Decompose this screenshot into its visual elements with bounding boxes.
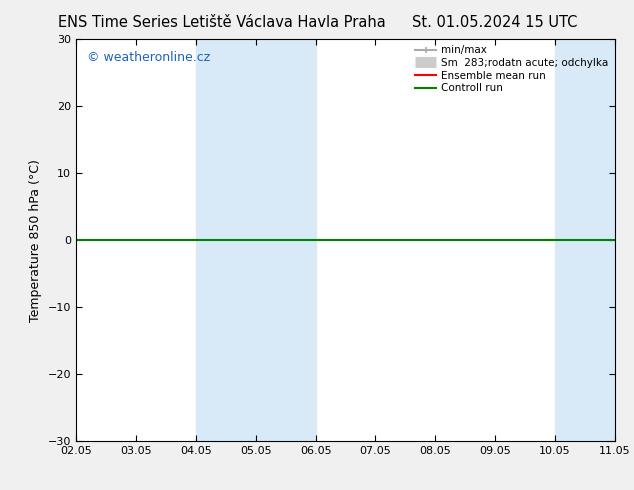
Text: © weatheronline.cz: © weatheronline.cz xyxy=(87,51,210,64)
Text: St. 01.05.2024 15 UTC: St. 01.05.2024 15 UTC xyxy=(412,15,577,30)
Bar xyxy=(196,39,316,441)
Legend: min/max, Sm  283;rodatn acute; odchylka, Ensemble mean run, Controll run: min/max, Sm 283;rodatn acute; odchylka, … xyxy=(411,41,613,98)
Y-axis label: Temperature 850 hPa (°C): Temperature 850 hPa (°C) xyxy=(29,159,42,321)
Text: ENS Time Series Letiště Václava Havla Praha: ENS Time Series Letiště Václava Havla Pr… xyxy=(58,15,385,30)
Bar xyxy=(555,39,634,441)
